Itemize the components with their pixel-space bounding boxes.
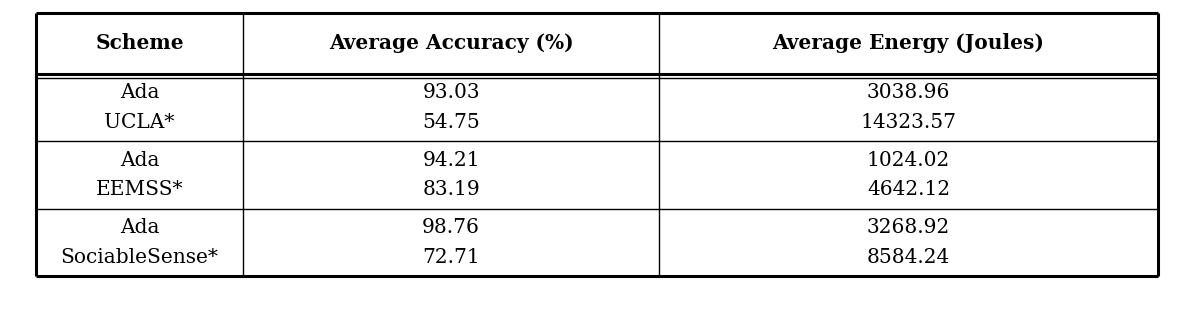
Text: 93.03: 93.03: [423, 83, 480, 102]
Text: 8584.24: 8584.24: [867, 248, 950, 267]
Text: Ada: Ada: [119, 151, 159, 170]
Text: 3038.96: 3038.96: [867, 83, 950, 102]
Text: 72.71: 72.71: [423, 248, 480, 267]
Text: 83.19: 83.19: [423, 181, 480, 199]
Text: Average Energy (Joules): Average Energy (Joules): [773, 33, 1045, 53]
Text: UCLA*: UCLA*: [104, 113, 174, 132]
Text: 94.21: 94.21: [423, 151, 480, 170]
Text: Scheme: Scheme: [96, 33, 184, 53]
Text: Average Accuracy (%): Average Accuracy (%): [328, 33, 573, 53]
Text: Ada: Ada: [119, 83, 159, 102]
Text: SociableSense*: SociableSense*: [61, 248, 219, 267]
Text: 14323.57: 14323.57: [861, 113, 956, 132]
Text: EEMSS*: EEMSS*: [96, 181, 184, 199]
Text: 1024.02: 1024.02: [867, 151, 950, 170]
Text: 98.76: 98.76: [423, 218, 480, 237]
Text: Ada: Ada: [119, 218, 159, 237]
Text: 4642.12: 4642.12: [867, 181, 950, 199]
Text: 3268.92: 3268.92: [867, 218, 950, 237]
Text: 54.75: 54.75: [423, 113, 480, 132]
